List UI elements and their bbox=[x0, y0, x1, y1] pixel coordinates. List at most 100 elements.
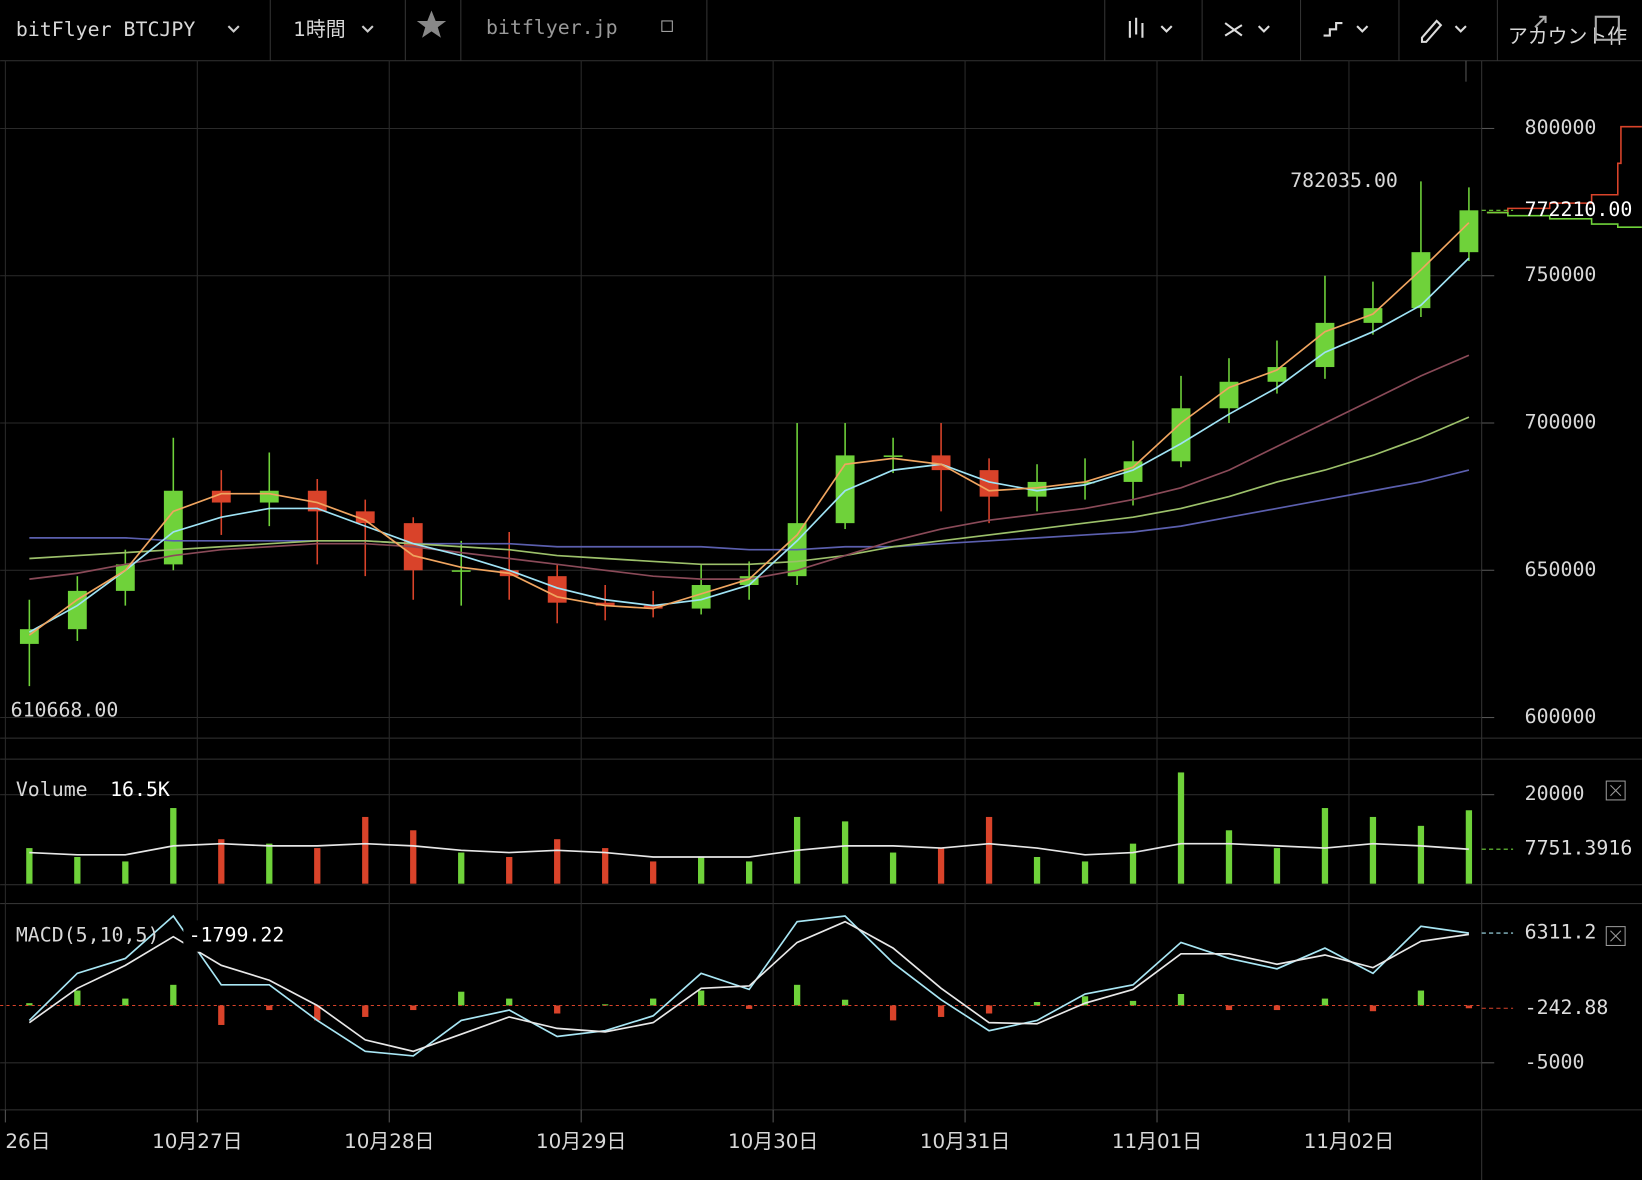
favorite-star[interactable] bbox=[416, 10, 447, 38]
volume-bar bbox=[602, 848, 609, 884]
candle-body bbox=[1267, 367, 1287, 382]
y-tick-label: 800000 bbox=[1525, 116, 1597, 139]
moving-average bbox=[28, 222, 1470, 636]
x-tick-label: 10月28日 bbox=[344, 1130, 434, 1153]
volume-bar bbox=[1465, 810, 1473, 884]
candle-body bbox=[883, 455, 903, 457]
histogram-bar bbox=[74, 990, 81, 1006]
toolbar: bitFlyer BTCJPY 1時間 bitflyer.jp アカウント作 bbox=[0, 0, 1642, 62]
histogram-bar bbox=[554, 1005, 561, 1014]
high-price-label: 782035.00 bbox=[1290, 169, 1398, 192]
x-tick-label: 26日 bbox=[5, 1130, 50, 1153]
candle-body bbox=[691, 584, 711, 609]
y-tick-label: 600000 bbox=[1525, 705, 1597, 728]
volume-bar bbox=[1273, 848, 1281, 884]
candle-body bbox=[67, 590, 87, 630]
histogram-bar bbox=[602, 1004, 609, 1006]
histogram-bar bbox=[1321, 998, 1329, 1006]
moving-average bbox=[29, 416, 1470, 566]
candle-body bbox=[163, 490, 183, 565]
volume-bar bbox=[1369, 816, 1377, 884]
volume-bar bbox=[506, 856, 513, 884]
histogram-bar bbox=[937, 1005, 945, 1017]
histogram-bar bbox=[1273, 1005, 1281, 1011]
histogram-bar bbox=[1033, 1002, 1041, 1006]
panel-title: MACD(5,10,5) bbox=[16, 924, 160, 947]
candle-body bbox=[643, 605, 663, 609]
candle-body bbox=[595, 602, 615, 606]
y-tick-label: 650000 bbox=[1525, 558, 1597, 581]
macd-line bbox=[28, 914, 1470, 1057]
histogram-bar bbox=[314, 1005, 321, 1021]
x-tick-label: 10月29日 bbox=[536, 1130, 626, 1153]
candle-body bbox=[739, 576, 759, 585]
moving-average bbox=[28, 257, 1470, 633]
compare-button[interactable] bbox=[1323, 21, 1369, 37]
volume-bar bbox=[1321, 808, 1329, 884]
histogram-bar bbox=[1081, 996, 1089, 1006]
chart-type-button[interactable] bbox=[1128, 17, 1173, 38]
panel-readout: 16.5K bbox=[110, 778, 170, 801]
candle-body bbox=[1027, 481, 1047, 497]
interval-selector[interactable]: 1時間 bbox=[293, 18, 345, 41]
close-volume[interactable] bbox=[1605, 780, 1626, 801]
volume-bar bbox=[458, 852, 465, 884]
candle-body bbox=[1123, 461, 1143, 482]
dropdown-arrow bbox=[361, 25, 374, 33]
histogram-bar bbox=[889, 1005, 897, 1021]
panel-title: Volume bbox=[16, 778, 88, 801]
histogram-bar bbox=[1129, 1000, 1137, 1006]
last-value-label: 6311.2 bbox=[1525, 921, 1597, 944]
candle-body bbox=[1363, 308, 1383, 323]
volume-average bbox=[29, 842, 1469, 858]
volume-bar bbox=[841, 821, 849, 884]
settings-icon[interactable] bbox=[1594, 15, 1620, 41]
histogram-bar bbox=[793, 984, 801, 1006]
histogram-bar bbox=[506, 998, 513, 1006]
volume-bar bbox=[26, 848, 33, 884]
volume-bar bbox=[1081, 861, 1089, 884]
candle-body bbox=[547, 576, 567, 603]
histogram-bar bbox=[1177, 993, 1185, 1006]
y-tick-label: 20000 bbox=[1525, 782, 1585, 805]
symbol-selector[interactable]: bitFlyer BTCJPY bbox=[16, 18, 196, 41]
candle-body bbox=[211, 490, 231, 503]
histogram-bar bbox=[1417, 990, 1425, 1006]
x-tick-label: 11月02日 bbox=[1304, 1130, 1394, 1153]
external-icon bbox=[661, 20, 673, 32]
volume-bar bbox=[937, 848, 945, 884]
candle-body bbox=[259, 490, 279, 503]
histogram-bar bbox=[698, 990, 705, 1006]
candle-body bbox=[1171, 408, 1191, 462]
close-macd[interactable] bbox=[1605, 926, 1626, 946]
indicator-button[interactable] bbox=[1224, 22, 1270, 37]
histogram-bar bbox=[122, 998, 129, 1006]
histogram-bar bbox=[362, 1005, 369, 1017]
popout-icon[interactable] bbox=[1534, 15, 1547, 28]
last-value-label: -242.88 bbox=[1525, 996, 1609, 1019]
volume-bar bbox=[218, 839, 225, 884]
volume-bar bbox=[74, 856, 81, 884]
volume-bar bbox=[266, 843, 273, 884]
last-value-label: 7751.3916 bbox=[1525, 837, 1633, 860]
candle-body bbox=[19, 629, 39, 644]
volume-bar bbox=[1129, 843, 1137, 884]
histogram-bar bbox=[1369, 1005, 1377, 1012]
readout-box bbox=[183, 920, 301, 952]
histogram-bar bbox=[745, 1005, 753, 1009]
x-tick-label: 10月27日 bbox=[152, 1130, 242, 1153]
candle-body bbox=[1459, 210, 1479, 253]
histogram-bar bbox=[841, 999, 849, 1006]
site-link[interactable]: bitflyer.jp bbox=[486, 16, 618, 39]
x-tick-label: 10月30日 bbox=[728, 1130, 818, 1153]
drawing-button[interactable] bbox=[1420, 19, 1467, 43]
volume-bar bbox=[362, 816, 369, 884]
last-value-label: 772210.00 bbox=[1525, 198, 1633, 221]
account-link[interactable]: アカウント作 bbox=[1508, 25, 1627, 48]
candle-body bbox=[115, 564, 135, 591]
histogram-bar bbox=[26, 1003, 33, 1006]
volume-bar bbox=[1033, 856, 1041, 884]
histogram-bar bbox=[266, 1005, 273, 1011]
volume-bar bbox=[985, 816, 993, 884]
